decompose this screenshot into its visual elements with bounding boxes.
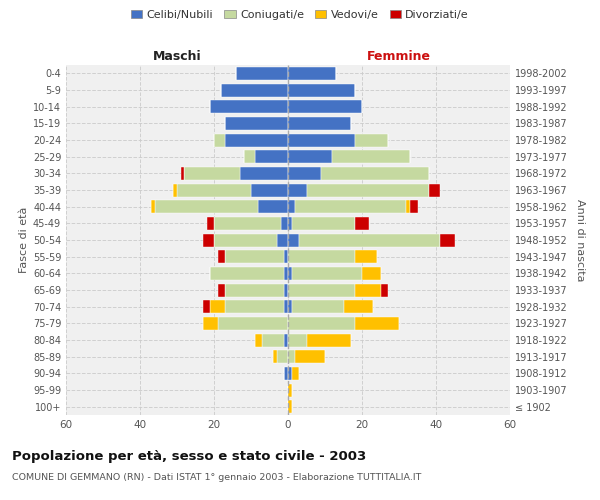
Bar — [288, 284, 355, 296]
Bar — [214, 134, 225, 146]
Text: Popolazione per età, sesso e stato civile - 2003: Popolazione per età, sesso e stato civil… — [12, 450, 366, 463]
Bar — [355, 250, 377, 263]
Legend: Celibi/Nubili, Coniugati/e, Vedovi/e, Divorziati/e: Celibi/Nubili, Coniugati/e, Vedovi/e, Di… — [127, 6, 473, 25]
Bar — [284, 334, 288, 346]
Bar — [277, 234, 288, 246]
Bar — [355, 134, 388, 146]
Bar — [184, 167, 240, 180]
Bar — [255, 334, 262, 346]
Bar — [173, 184, 177, 196]
Bar — [218, 284, 225, 296]
Bar — [428, 184, 440, 196]
Bar — [177, 184, 251, 196]
Bar — [218, 317, 288, 330]
Bar — [307, 184, 428, 196]
Bar — [214, 217, 281, 230]
Bar — [288, 117, 351, 130]
Bar — [292, 267, 362, 280]
Bar — [295, 350, 325, 363]
Bar — [332, 150, 410, 163]
Bar — [355, 317, 399, 330]
Bar — [288, 217, 292, 230]
Bar — [288, 150, 332, 163]
Bar — [288, 367, 292, 380]
Y-axis label: Fasce di età: Fasce di età — [19, 207, 29, 273]
Bar — [244, 150, 254, 163]
Bar — [236, 67, 288, 80]
Bar — [225, 300, 284, 313]
Bar — [288, 200, 295, 213]
Bar — [288, 350, 295, 363]
Bar — [440, 234, 455, 246]
Bar — [251, 184, 288, 196]
Bar — [292, 367, 299, 380]
Bar — [307, 334, 351, 346]
Bar — [288, 317, 355, 330]
Bar — [210, 300, 225, 313]
Bar — [288, 384, 292, 396]
Bar — [288, 184, 307, 196]
Bar — [240, 167, 288, 180]
Bar — [288, 234, 299, 246]
Bar — [210, 100, 288, 113]
Bar — [355, 217, 370, 230]
Text: Maschi: Maschi — [152, 50, 202, 62]
Bar — [288, 300, 292, 313]
Bar — [362, 267, 380, 280]
Bar — [355, 284, 380, 296]
Bar — [284, 300, 288, 313]
Bar — [203, 234, 214, 246]
Bar — [284, 250, 288, 263]
Bar — [225, 117, 288, 130]
Bar — [225, 250, 284, 263]
Bar — [225, 284, 284, 296]
Bar — [295, 200, 406, 213]
Bar — [225, 134, 288, 146]
Bar — [288, 400, 292, 413]
Bar — [259, 200, 288, 213]
Bar — [203, 317, 218, 330]
Bar — [203, 300, 210, 313]
Bar — [288, 84, 355, 96]
Bar — [288, 334, 307, 346]
Bar — [410, 200, 418, 213]
Bar — [214, 234, 277, 246]
Bar — [281, 217, 288, 230]
Bar — [288, 67, 336, 80]
Bar — [273, 350, 277, 363]
Y-axis label: Anni di nascita: Anni di nascita — [575, 198, 584, 281]
Bar — [288, 100, 362, 113]
Bar — [292, 300, 343, 313]
Bar — [380, 284, 388, 296]
Bar — [284, 284, 288, 296]
Bar — [292, 217, 355, 230]
Bar — [288, 167, 322, 180]
Bar — [277, 350, 288, 363]
Bar — [288, 250, 355, 263]
Bar — [206, 217, 214, 230]
Bar — [151, 200, 155, 213]
Bar — [406, 200, 410, 213]
Bar — [221, 84, 288, 96]
Bar — [288, 267, 292, 280]
Text: COMUNE DI GEMMANO (RN) - Dati ISTAT 1° gennaio 2003 - Elaborazione TUTTITALIA.IT: COMUNE DI GEMMANO (RN) - Dati ISTAT 1° g… — [12, 472, 421, 482]
Bar — [299, 234, 440, 246]
Bar — [284, 267, 288, 280]
Bar — [322, 167, 428, 180]
Bar — [284, 367, 288, 380]
Bar — [262, 334, 284, 346]
Bar — [155, 200, 259, 213]
Bar — [254, 150, 288, 163]
Bar — [211, 267, 284, 280]
Bar — [343, 300, 373, 313]
Bar — [288, 134, 355, 146]
Text: Femmine: Femmine — [367, 50, 431, 62]
Bar — [218, 250, 225, 263]
Bar — [181, 167, 184, 180]
